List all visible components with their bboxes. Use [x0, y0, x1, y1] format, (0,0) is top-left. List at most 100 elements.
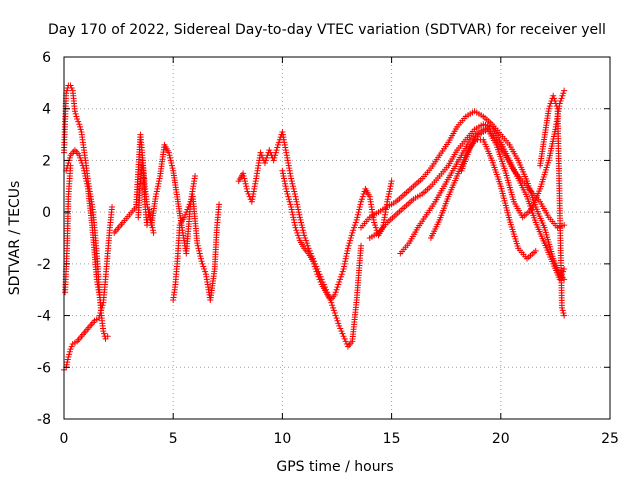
data-point [388, 178, 395, 185]
data-point [270, 157, 277, 164]
data-point [342, 338, 349, 345]
data-point [288, 178, 295, 185]
data-point [547, 100, 554, 107]
data-point [344, 245, 351, 252]
data-point [349, 229, 356, 236]
data-point [293, 198, 300, 205]
data-point [77, 126, 84, 133]
data-point [77, 123, 84, 130]
data-point [302, 235, 309, 241]
data-point [339, 330, 346, 337]
data-point [198, 258, 205, 265]
data-point [63, 361, 70, 368]
data-point [81, 170, 88, 177]
data-point [240, 170, 247, 177]
data-point [334, 317, 341, 324]
data-point [337, 325, 344, 332]
data-point [317, 278, 324, 285]
data-point [289, 211, 296, 218]
data-point [335, 281, 342, 288]
data-point [309, 258, 316, 265]
data-point [184, 206, 191, 213]
data-point [263, 154, 270, 161]
data-point [166, 152, 173, 159]
data-point [257, 149, 264, 156]
data-point [291, 188, 298, 195]
data-point [272, 149, 279, 156]
data-point [347, 235, 354, 241]
data-point [552, 100, 559, 107]
data-point [561, 266, 568, 273]
data-point [196, 247, 203, 254]
data-point [281, 178, 288, 185]
data-point [342, 258, 349, 265]
data-point [267, 149, 274, 156]
data-point [304, 242, 311, 249]
data-point [295, 235, 302, 241]
data-point [559, 307, 566, 314]
data-point [310, 260, 317, 267]
data-point [66, 348, 73, 355]
data-point [243, 183, 250, 190]
data-point [185, 203, 192, 210]
y-tick-label: 2 [42, 153, 51, 169]
data-point [77, 154, 84, 161]
data-point [241, 175, 248, 182]
y-tick-label: 6 [42, 50, 51, 66]
data-point [98, 307, 105, 314]
data-point [331, 291, 338, 298]
data-point [299, 227, 306, 234]
x-tick-label: 15 [383, 431, 401, 447]
data-point [266, 147, 273, 154]
data-point [200, 263, 207, 270]
data-point [201, 266, 208, 273]
data-point [359, 193, 366, 200]
data-point [288, 175, 295, 182]
data-point [63, 87, 70, 94]
data-point [289, 209, 296, 216]
data-point [336, 322, 343, 329]
series-track-e [111, 131, 199, 257]
data-point [96, 312, 103, 319]
data-point [153, 188, 160, 195]
data-point [546, 103, 553, 110]
data-point [258, 152, 265, 159]
chart-title: Day 170 of 2022, Sidereal Day-to-day VTE… [48, 22, 606, 38]
data-point [560, 309, 567, 316]
data-point [279, 170, 286, 177]
data-point [290, 216, 297, 223]
data-point [98, 304, 105, 311]
data-point [282, 180, 289, 187]
data-point [76, 152, 83, 159]
data-point [279, 167, 286, 174]
data-point [241, 178, 248, 185]
data-point [560, 90, 567, 97]
data-point [551, 95, 558, 102]
series-track-d [62, 162, 74, 296]
data-point [153, 191, 160, 198]
data-point [73, 113, 80, 120]
data-point [354, 211, 361, 218]
series-track-g [170, 193, 223, 304]
data-point [294, 201, 301, 208]
y-tick-label: -4 [37, 309, 51, 325]
data-point [343, 253, 350, 260]
data-point [182, 211, 189, 218]
data-point [293, 196, 300, 203]
data-point [330, 307, 337, 314]
data-point [295, 209, 302, 216]
data-point [149, 224, 156, 231]
data-point [561, 87, 568, 94]
data-point [372, 224, 379, 231]
y-tick-label: -8 [37, 412, 51, 428]
data-point [202, 268, 209, 275]
y-tick-label: 0 [42, 205, 51, 221]
data-point [65, 353, 72, 360]
data-point [558, 271, 565, 278]
data-point [351, 224, 358, 231]
data-point [293, 227, 300, 234]
data-point [344, 247, 351, 254]
data-point [355, 209, 362, 216]
data-point [301, 232, 308, 239]
data-point [274, 144, 281, 151]
